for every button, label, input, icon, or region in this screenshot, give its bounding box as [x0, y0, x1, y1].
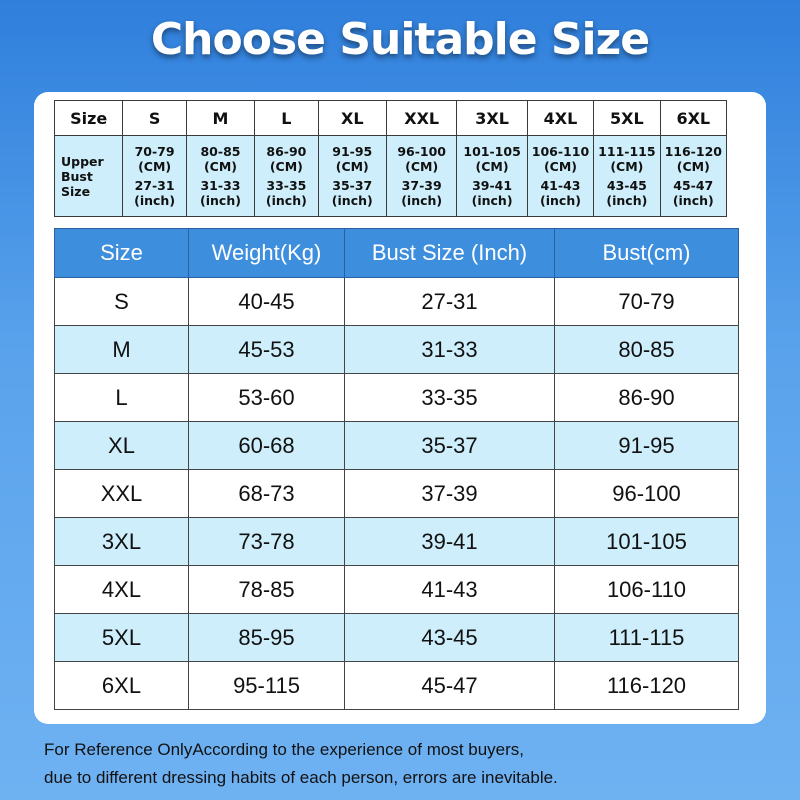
cell-bust-cm: 96-100 [554, 469, 739, 518]
upper-size-cell: XXL [385, 100, 458, 136]
cell-bust-inch: 45-47 [344, 661, 555, 710]
header-size: Size [54, 228, 189, 278]
cell-bust-cm: 70-79 [554, 277, 739, 326]
cell-bust-cm: 116-120 [554, 661, 739, 710]
cell-bust-inch: 37-39 [344, 469, 555, 518]
table-row: XL 60-68 35-37 91-95 [54, 421, 739, 470]
upper-size-cell: XL [317, 100, 387, 136]
cell-bust-inch: 41-43 [344, 565, 555, 614]
page-title: Choose Suitable Size [150, 14, 650, 65]
note-line-2: due to different dressing habits of each… [44, 768, 558, 787]
cell-size: XXL [54, 469, 189, 518]
cell-size: L [54, 373, 189, 422]
cell-size: M [54, 325, 189, 374]
table-row: 4XL 78-85 41-43 106-110 [54, 565, 739, 614]
cell-size: 6XL [54, 661, 189, 710]
cell-weight: 53-60 [188, 373, 345, 422]
cell-bust-inch: 35-37 [344, 421, 555, 470]
cell-bust-cm: 91-95 [554, 421, 739, 470]
cell-weight: 78-85 [188, 565, 345, 614]
upper-bust-cell: 101-105 (CM) 39-41 (inch) [456, 135, 528, 217]
upper-bust-cell: 70-79 (CM) 27-31 (inch) [122, 135, 187, 217]
upper-bust-cell: 91-95 (CM) 35-37 (inch) [317, 135, 387, 217]
upper-bust-row-label: Upper Bust Size [53, 135, 124, 217]
cell-weight: 40-45 [188, 277, 345, 326]
cell-bust-inch: 31-33 [344, 325, 555, 374]
note-line-1: For Reference OnlyAccording to the exper… [44, 740, 525, 759]
table-row: M 45-53 31-33 80-85 [54, 325, 739, 374]
upper-bust-cell: 80-85 (CM) 31-33 (inch) [185, 135, 256, 217]
cell-weight: 95-115 [188, 661, 345, 710]
table-row: 3XL 73-78 39-41 101-105 [54, 517, 739, 566]
cell-weight: 60-68 [188, 421, 345, 470]
cell-size: 4XL [54, 565, 189, 614]
cell-weight: 45-53 [188, 325, 345, 374]
upper-size-cell: S [122, 100, 187, 136]
upper-size-cell: 4XL [526, 100, 595, 136]
upper-size-cell: M [185, 100, 256, 136]
cell-bust-inch: 27-31 [344, 277, 555, 326]
upper-bust-row: Upper Bust Size 70-79 (CM) 27-31 (inch) 80-… [53, 135, 728, 217]
table-row: L 53-60 33-35 86-90 [54, 373, 739, 422]
cell-bust-cm: 111-115 [554, 613, 739, 662]
upper-bust-cell: 111-115 (CM) 43-45 (inch) [593, 135, 661, 217]
cell-bust-cm: 106-110 [554, 565, 739, 614]
upper-bust-cell: 96-100 (CM) 37-39 (inch) [385, 135, 458, 217]
table-row: 6XL 95-115 45-47 116-120 [54, 661, 739, 710]
table-row: XXL 68-73 37-39 96-100 [54, 469, 739, 518]
upper-bust-cell: 106-110 (CM) 41-43 (inch) [526, 135, 595, 217]
upper-size-cell: L [254, 100, 319, 136]
cell-size: S [54, 277, 189, 326]
reference-note: For Reference OnlyAccording to the exper… [44, 736, 784, 792]
table-row: S 40-45 27-31 70-79 [54, 277, 739, 326]
header-weight: Weight(Kg) [188, 228, 345, 278]
cell-size: 3XL [54, 517, 189, 566]
upper-size-cell: 3XL [456, 100, 528, 136]
header-bust-inch: Bust Size (Inch) [344, 228, 555, 278]
cell-bust-cm: 80-85 [554, 325, 739, 374]
table-header-row: Size Weight(Kg) Bust Size (Inch) Bust(cm… [54, 228, 739, 278]
cell-weight: 68-73 [188, 469, 345, 518]
upper-size-cell: 6XL [659, 100, 728, 136]
table-row: 5XL 85-95 43-45 111-115 [54, 613, 739, 662]
cell-bust-inch: 43-45 [344, 613, 555, 662]
upper-size-header-row: Size S M L XL XXL 3XL 4XL 5XL 6XL [53, 100, 728, 136]
cell-bust-inch: 39-41 [344, 517, 555, 566]
upper-size-cell: 5XL [593, 100, 661, 136]
cell-bust-inch: 33-35 [344, 373, 555, 422]
cell-weight: 85-95 [188, 613, 345, 662]
upper-bust-cell: 86-90 (CM) 33-35 (inch) [254, 135, 319, 217]
header-bust-cm: Bust(cm) [554, 228, 739, 278]
cell-bust-cm: 86-90 [554, 373, 739, 422]
size-weight-table: Size Weight(Kg) Bust Size (Inch) Bust(cm… [54, 228, 739, 710]
cell-size: 5XL [54, 613, 189, 662]
upper-bust-cell: 116-120 (CM) 45-47 (inch) [659, 135, 728, 217]
cell-size: XL [54, 421, 189, 470]
cell-bust-cm: 101-105 [554, 517, 739, 566]
upper-bust-size-table: Size S M L XL XXL 3XL 4XL 5XL 6XL Upper … [53, 100, 728, 217]
cell-weight: 73-78 [188, 517, 345, 566]
upper-size-label: Size [53, 100, 124, 136]
